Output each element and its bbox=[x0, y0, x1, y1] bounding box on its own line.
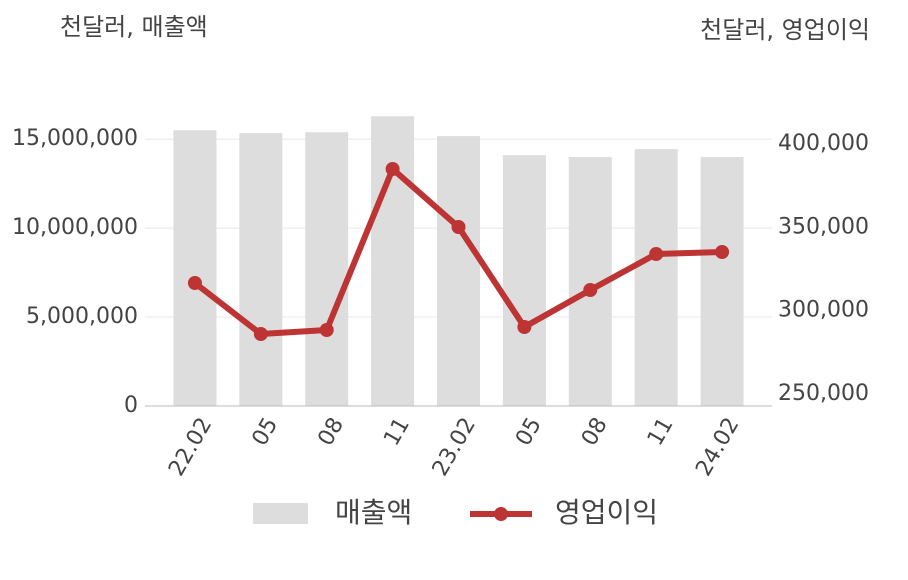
y-tick-label: 5,000,000 bbox=[26, 304, 138, 329]
bar bbox=[437, 136, 480, 406]
y-axis-label: 천달러, 매출액 bbox=[60, 13, 208, 41]
bar bbox=[700, 157, 744, 406]
x-tick-label: 05 bbox=[511, 414, 547, 451]
line-point bbox=[517, 320, 532, 334]
legend-label: 영업이익 bbox=[555, 496, 658, 529]
bar bbox=[239, 133, 283, 406]
legend-swatch bbox=[253, 503, 308, 524]
line-point bbox=[253, 327, 268, 341]
y2-tick-label: 250,000 bbox=[778, 381, 869, 406]
bar bbox=[173, 130, 217, 406]
y-tick-label: 0 bbox=[124, 393, 138, 418]
y-tick-label: 10,000,000 bbox=[12, 215, 138, 240]
y2-axis-label: 천달러, 영업이익 bbox=[700, 16, 870, 44]
legend-swatch-dot bbox=[494, 507, 508, 521]
x-tick-label: 08 bbox=[577, 414, 613, 451]
line-point bbox=[385, 162, 400, 176]
bar bbox=[371, 116, 415, 406]
x-tick-label: 23.02 bbox=[428, 414, 481, 481]
y2-tick-label: 400,000 bbox=[778, 131, 869, 156]
x-tick-label: 05 bbox=[248, 414, 284, 451]
legend-label: 매출액 bbox=[335, 496, 412, 529]
x-tick-label: 22.02 bbox=[164, 414, 217, 481]
bar bbox=[305, 132, 349, 406]
x-tick-label: 08 bbox=[313, 414, 349, 451]
y2-tick-label: 350,000 bbox=[778, 214, 869, 239]
bar bbox=[502, 155, 546, 406]
line-point bbox=[187, 276, 202, 290]
line-point bbox=[583, 283, 598, 297]
x-tick-label: 24.02 bbox=[691, 414, 744, 481]
x-tick-label: 11 bbox=[643, 414, 679, 451]
line-point bbox=[649, 247, 664, 261]
line-point bbox=[715, 245, 730, 259]
bar bbox=[634, 149, 678, 406]
y2-tick-label: 300,000 bbox=[778, 298, 869, 323]
x-tick-label: 11 bbox=[379, 414, 415, 451]
line-point bbox=[319, 323, 334, 337]
line-point bbox=[451, 220, 466, 234]
y-tick-label: 15,000,000 bbox=[12, 126, 138, 151]
